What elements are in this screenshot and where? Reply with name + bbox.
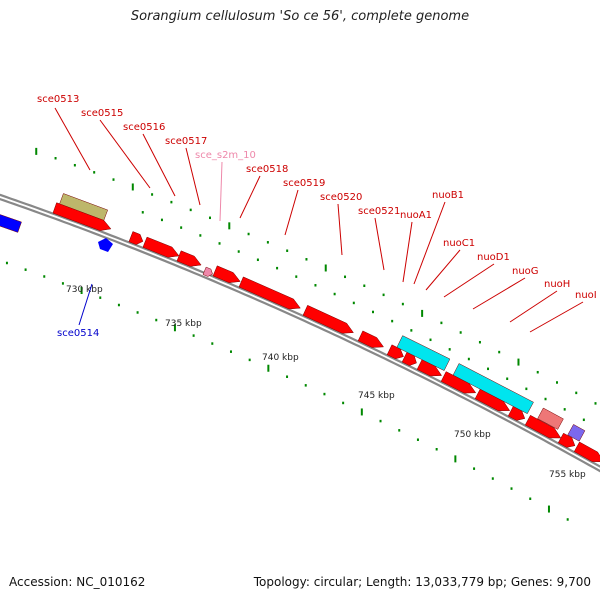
salmon-feature-block: [537, 407, 564, 430]
leader-line: [337, 203, 343, 256]
leader-line: [529, 301, 584, 333]
leader-line-layer: [54, 107, 584, 333]
topology-text: Topology: circular; Length: 13,033,779 b…: [253, 575, 591, 589]
leader-line: [142, 133, 176, 197]
gene-label: nuoG: [512, 266, 539, 277]
gene-label: sce0519: [283, 178, 325, 189]
leader-line: [78, 283, 93, 326]
scale-label: 750 kbp: [454, 430, 491, 440]
gene-label: sce_s2m_10: [195, 150, 256, 161]
gene-label: sce0518: [246, 164, 288, 175]
gene-label: nuoB1: [432, 190, 464, 201]
forward-gene-arrow: [128, 231, 144, 245]
backbone-inner-line: [0, 197, 600, 473]
leader-line: [472, 277, 526, 310]
gene-label: sce0520: [320, 192, 362, 203]
leader-line: [374, 217, 385, 271]
scale-label: 755 kbp: [549, 470, 586, 480]
leader-line: [509, 290, 558, 323]
rna-feature-arrow: [202, 266, 213, 277]
gene-label: nuoH: [544, 279, 570, 290]
forward-gene-arrow: [524, 414, 562, 439]
forward-gene-arrow: [302, 304, 354, 334]
forward-gene-arrow: [52, 202, 112, 231]
gene-label: sce0516: [123, 122, 165, 133]
forward-gene-arrow: [212, 265, 241, 283]
backbone-layer: [0, 193, 600, 473]
forward-gene-arrow: [238, 276, 301, 310]
leader-line: [54, 107, 91, 171]
gene-label: sce0517: [165, 136, 207, 147]
gene-label: sce0513: [37, 94, 79, 105]
tick-layer: [5, 147, 597, 521]
scale-label: 740 kbp: [262, 353, 299, 363]
leader-line: [219, 161, 223, 222]
forward-gene-arrow: [142, 236, 180, 258]
reverse-gene-small: [98, 238, 113, 252]
leader-line: [402, 221, 413, 283]
leader-line: [425, 249, 461, 291]
forward-gene-arrow: [357, 330, 384, 348]
gene-label: sce0514: [57, 328, 99, 339]
scale-label: 735 kbp: [165, 319, 202, 329]
cyan-feature-block: [452, 363, 534, 415]
gene-label: nuoI: [575, 290, 597, 301]
forward-gene-arrow: [557, 432, 576, 448]
feature-layer: [0, 193, 600, 462]
leader-line: [239, 175, 261, 219]
gene-label: sce0521: [358, 206, 400, 217]
leader-line: [185, 147, 201, 206]
accession-text: Accession: NC_010162: [9, 575, 146, 589]
reverse-gene-block: [0, 214, 22, 233]
leader-line: [413, 201, 446, 285]
forward-gene-arrow: [176, 250, 202, 267]
scale-label: 730 kbp: [66, 285, 103, 295]
gene-label: nuoA1: [400, 210, 432, 221]
forward-gene-arrow: [573, 441, 600, 462]
scale-label: 745 kbp: [358, 391, 395, 401]
leader-line: [284, 189, 299, 236]
map-title: Sorangium cellulosum 'So ce 56', complet…: [130, 9, 470, 24]
leader-line: [99, 119, 151, 189]
scale-label-layer: 730 kbp 735 kbp 740 kbp 745 kbp 750 kbp 755 k…: [66, 285, 586, 480]
leader-line: [443, 263, 495, 298]
gene-label: nuoD1: [477, 252, 510, 263]
slate-feature-block: [567, 424, 586, 442]
cyan-feature-block: [396, 335, 451, 371]
gene-label: nuoC1: [443, 238, 475, 249]
backbone-outer-line: [0, 193, 600, 468]
gene-label: sce0515: [81, 108, 123, 119]
